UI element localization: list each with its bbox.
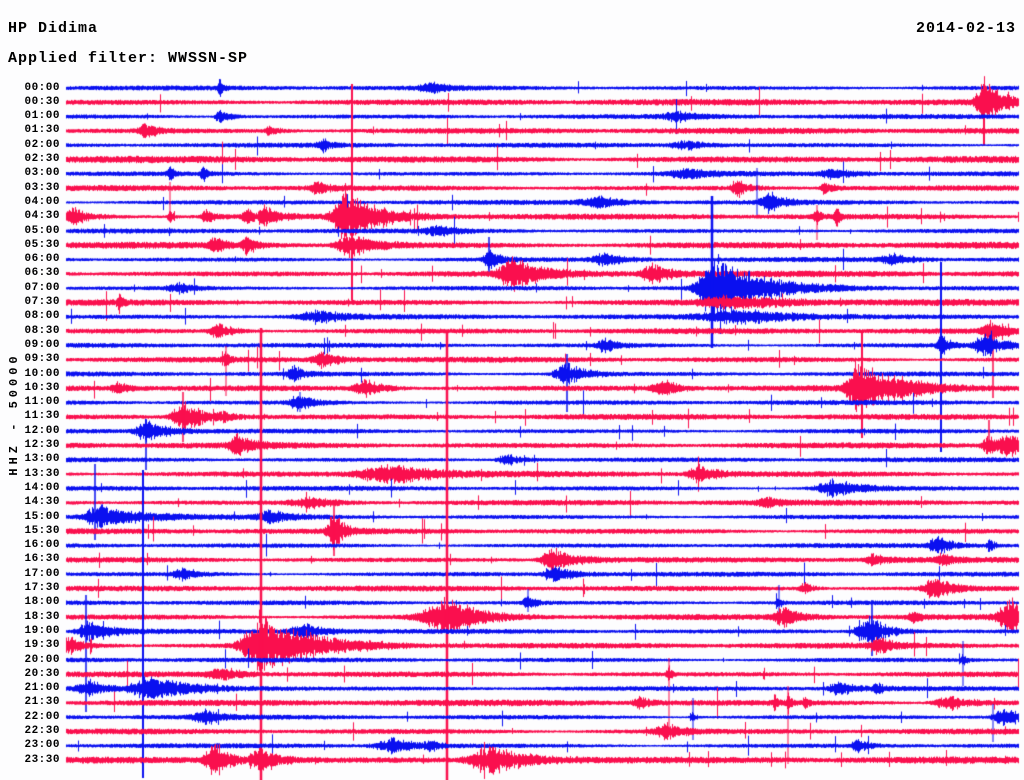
date-label: 2014-02-13	[915, 20, 1016, 37]
time-label: 02:00	[24, 138, 60, 151]
time-label: 07:30	[24, 296, 60, 308]
time-label: 13:30	[24, 467, 60, 480]
time-label: 10:30	[24, 381, 60, 394]
time-label: 22:30	[24, 725, 60, 737]
time-label: 22:00	[24, 710, 60, 723]
time-label: 14:00	[24, 481, 60, 494]
time-label: 01:00	[24, 110, 60, 123]
time-label: 04:30	[24, 210, 60, 223]
filter-label: Applied filter: WWSSN-SP	[8, 50, 249, 67]
time-label: 23:30	[24, 753, 60, 766]
time-label: 08:00	[24, 310, 60, 323]
time-label: 02:30	[24, 153, 60, 165]
time-label: 12:30	[24, 439, 60, 451]
time-label: 17:00	[24, 567, 60, 580]
time-label: 14:30	[24, 496, 60, 509]
time-label: 05:00	[24, 224, 60, 237]
station-title: HP Didima	[8, 20, 99, 37]
time-label: 23:00	[24, 739, 60, 752]
time-label: 09:00	[24, 338, 60, 351]
time-label: 16:00	[24, 539, 60, 552]
time-label: 11:30	[24, 410, 60, 423]
time-label: 08:30	[24, 324, 60, 337]
time-label: 00:00	[24, 81, 60, 94]
time-label: 05:30	[24, 238, 60, 251]
time-label: 10:00	[24, 367, 60, 380]
time-label: 03:00	[24, 167, 60, 180]
time-label: 06:30	[24, 267, 60, 280]
time-label: 01:30	[24, 124, 60, 137]
time-label: 18:30	[24, 610, 60, 623]
time-label: 19:30	[24, 639, 60, 652]
time-label: 03:30	[24, 181, 60, 194]
time-label: 04:00	[24, 195, 60, 208]
time-label: 06:00	[24, 253, 60, 266]
time-label: 17:30	[24, 582, 60, 594]
time-label: 15:30	[24, 524, 60, 537]
time-label: 09:30	[24, 353, 60, 366]
time-label: 21:00	[24, 682, 60, 695]
time-label: 18:00	[24, 596, 60, 609]
time-label: 20:00	[24, 653, 60, 666]
time-label: 12:00	[24, 424, 60, 437]
time-label: 11:00	[24, 396, 60, 409]
time-label: 16:30	[24, 553, 60, 566]
time-label: 07:00	[24, 281, 60, 294]
time-label: 00:30	[24, 95, 60, 108]
time-label: 20:30	[24, 667, 60, 680]
time-label: 15:00	[24, 510, 60, 523]
time-label: 13:00	[24, 453, 60, 466]
time-label: 19:00	[24, 624, 60, 637]
time-label: 21:30	[24, 696, 60, 709]
